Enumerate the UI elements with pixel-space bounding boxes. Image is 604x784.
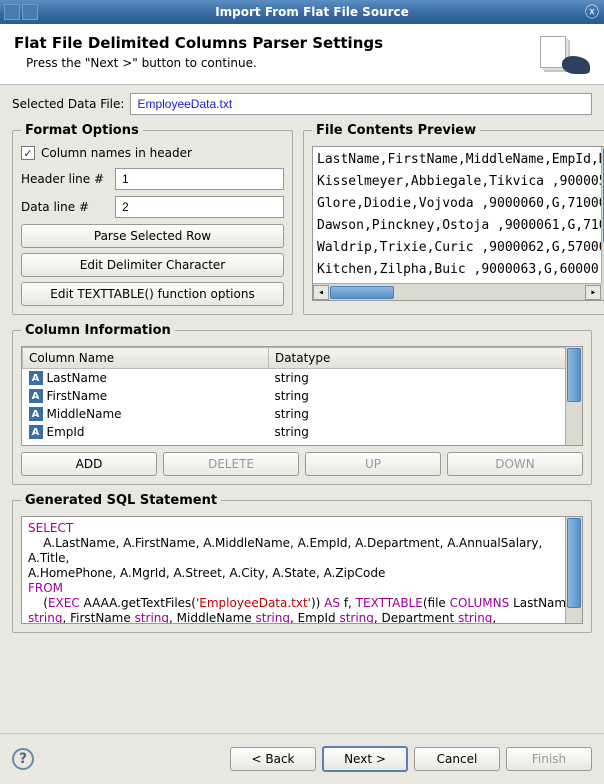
wizard-logo [538,34,590,74]
sql-legend: Generated SQL Statement [21,493,221,508]
window-menu-icon[interactable] [22,4,38,20]
titlebar: Import From Flat File Source ⓧ [0,0,604,24]
scroll-left-icon[interactable]: ◂ [313,285,329,300]
wizard-footer: ? < Back Next > Cancel Finish [0,733,604,784]
scroll-right-icon[interactable]: ▸ [585,285,601,300]
parse-row-button[interactable]: Parse Selected Row [21,224,284,248]
header-line-input[interactable] [115,168,284,190]
format-options-group: Format Options ✓ Column names in header … [12,123,293,315]
column-table[interactable]: Column Name Datatype ALastNamestringAFir… [21,346,583,446]
column-info-legend: Column Information [21,323,175,338]
edit-texttable-button[interactable]: Edit TEXTTABLE() function options [21,282,284,306]
column-type-icon: A [29,389,43,403]
back-button[interactable]: < Back [230,747,316,771]
add-button[interactable]: ADD [21,452,157,476]
column-type-icon: A [29,407,43,421]
page-title: Flat File Delimited Columns Parser Setti… [14,34,538,52]
up-button: UP [305,452,441,476]
header-line-label: Header line # [21,172,109,186]
column-info-group: Column Information Column Name Datatype … [12,323,592,485]
preview-hscrollbar[interactable]: ◂ ▸ [313,283,601,300]
data-line-input[interactable] [115,196,284,218]
table-row[interactable]: ALastNamestring [23,369,582,388]
column-type-icon: A [29,371,43,385]
window-title: Import From Flat File Source [40,5,584,19]
cancel-button[interactable]: Cancel [414,747,500,771]
format-options-legend: Format Options [21,123,143,138]
sql-group: Generated SQL Statement SELECT A.LastNam… [12,493,592,633]
column-names-checkbox[interactable]: ✓ [21,146,35,160]
column-type-icon: A [29,425,43,439]
close-icon[interactable]: ⓧ [584,4,600,20]
datatype-header[interactable]: Datatype [268,348,581,369]
help-icon[interactable]: ? [12,748,34,770]
finish-button: Finish [506,747,592,771]
selected-file-label: Selected Data File: [12,97,124,111]
next-button[interactable]: Next > [322,746,408,772]
file-preview-box[interactable]: LastName,FirstName,MiddleName,EmpId,De K… [312,146,604,301]
file-preview-group: File Contents Preview LastName,FirstName… [303,123,604,315]
file-preview-legend: File Contents Preview [312,123,480,138]
table-row[interactable]: AFirstNamestring [23,387,582,405]
window-icon [4,4,20,20]
column-table-vscrollbar[interactable] [565,347,582,445]
page-subtitle: Press the "Next >" button to continue. [14,56,538,70]
data-line-label: Data line # [21,200,109,214]
header-panel: Flat File Delimited Columns Parser Setti… [0,24,604,85]
column-name-header[interactable]: Column Name [23,348,269,369]
column-names-label: Column names in header [41,146,192,160]
table-row[interactable]: AEmpIdstring [23,423,582,441]
delete-button: DELETE [163,452,299,476]
table-row[interactable]: AMiddleNamestring [23,405,582,423]
sql-textarea[interactable]: SELECT A.LastName, A.FirstName, A.Middle… [21,516,583,624]
sql-vscrollbar[interactable] [565,517,582,623]
down-button: DOWN [447,452,583,476]
edit-delimiter-button[interactable]: Edit Delimiter Character [21,253,284,277]
selected-file-field [130,93,592,115]
